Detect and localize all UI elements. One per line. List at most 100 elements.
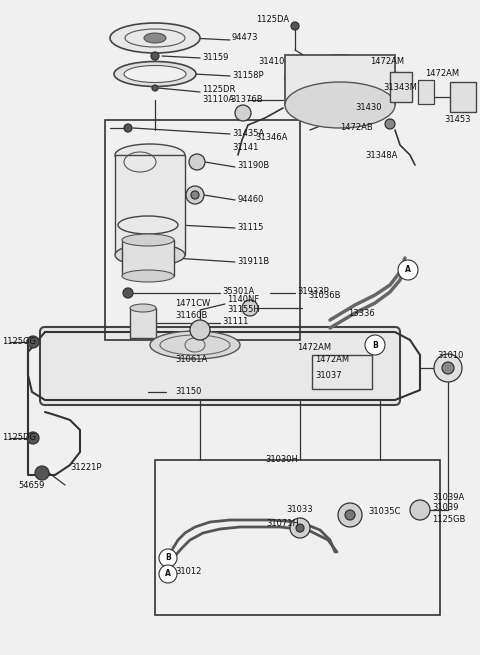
Ellipse shape — [115, 244, 185, 266]
Ellipse shape — [110, 23, 200, 53]
Circle shape — [365, 335, 385, 355]
Text: 31010: 31010 — [437, 350, 463, 360]
Ellipse shape — [118, 216, 178, 234]
Circle shape — [191, 191, 199, 199]
Circle shape — [235, 105, 251, 121]
Text: 31141: 31141 — [232, 143, 258, 153]
Text: 94473: 94473 — [232, 33, 259, 43]
Text: 31430: 31430 — [355, 103, 382, 113]
Bar — [115, 155, 185, 255]
Text: 31033: 31033 — [286, 506, 312, 514]
Text: 31158P: 31158P — [232, 71, 264, 79]
Text: 31061A: 31061A — [175, 356, 207, 364]
Text: 31410: 31410 — [258, 58, 284, 67]
Text: 31111: 31111 — [222, 318, 248, 326]
Bar — [450, 82, 476, 112]
Text: 1471CW: 1471CW — [175, 299, 210, 309]
Bar — [122, 240, 174, 276]
Circle shape — [190, 320, 210, 340]
Bar — [418, 80, 434, 104]
Circle shape — [242, 300, 258, 316]
Circle shape — [123, 288, 133, 298]
Text: 31036B: 31036B — [308, 291, 340, 299]
Text: 31035C: 31035C — [368, 508, 400, 517]
Text: 1472AM: 1472AM — [315, 356, 349, 364]
Text: 1472AM: 1472AM — [297, 343, 331, 352]
Text: 31037: 31037 — [315, 371, 342, 379]
Text: 31159: 31159 — [202, 52, 228, 62]
Ellipse shape — [122, 234, 174, 246]
Text: A: A — [165, 569, 171, 578]
Text: B: B — [165, 553, 171, 563]
Text: 13336: 13336 — [348, 309, 375, 318]
Circle shape — [442, 362, 454, 374]
Text: 31039: 31039 — [432, 504, 458, 512]
Text: 54659: 54659 — [18, 481, 44, 491]
Text: 31030H: 31030H — [265, 455, 298, 464]
Ellipse shape — [114, 62, 196, 86]
Circle shape — [152, 85, 158, 91]
Text: 31933P: 31933P — [297, 288, 329, 297]
Text: 31039A: 31039A — [432, 493, 464, 502]
Text: 31071H: 31071H — [266, 519, 299, 527]
Ellipse shape — [122, 270, 174, 282]
Circle shape — [159, 565, 177, 583]
Circle shape — [27, 432, 39, 444]
Circle shape — [159, 549, 177, 567]
Text: 1472AM: 1472AM — [370, 58, 404, 67]
Text: A: A — [405, 265, 411, 274]
Text: 31453: 31453 — [444, 115, 470, 124]
Circle shape — [291, 22, 299, 30]
Circle shape — [338, 503, 362, 527]
Text: 31115: 31115 — [237, 223, 264, 231]
Text: 1125DG: 1125DG — [2, 434, 36, 443]
Circle shape — [151, 52, 159, 60]
Bar — [285, 55, 395, 105]
Text: 35301A: 35301A — [222, 288, 254, 297]
Circle shape — [385, 119, 395, 129]
Text: 1140NF: 1140NF — [227, 295, 259, 305]
Ellipse shape — [124, 66, 186, 83]
Text: 31160B: 31160B — [175, 310, 207, 320]
Circle shape — [189, 154, 205, 170]
Circle shape — [345, 510, 355, 520]
Text: 31911B: 31911B — [237, 257, 269, 265]
Text: 1472AM: 1472AM — [425, 69, 459, 79]
Circle shape — [35, 466, 49, 480]
Text: 1125GG: 1125GG — [2, 337, 36, 346]
Text: 31012: 31012 — [175, 567, 202, 576]
Ellipse shape — [150, 331, 240, 359]
Circle shape — [124, 124, 132, 132]
Text: 31190B: 31190B — [237, 162, 269, 170]
Text: 31348A: 31348A — [365, 151, 397, 160]
Text: 31343M: 31343M — [383, 83, 417, 92]
Ellipse shape — [285, 82, 395, 128]
Circle shape — [296, 524, 304, 532]
Ellipse shape — [115, 144, 185, 166]
Text: 31346A: 31346A — [255, 134, 288, 143]
Text: 31155H: 31155H — [227, 305, 260, 314]
Ellipse shape — [285, 55, 395, 101]
Bar — [105, 120, 300, 340]
Circle shape — [290, 518, 310, 538]
Text: B: B — [372, 341, 378, 350]
Circle shape — [27, 336, 39, 348]
Ellipse shape — [144, 33, 166, 43]
Bar — [130, 308, 156, 338]
Bar — [312, 355, 372, 389]
Text: 31376B: 31376B — [230, 96, 263, 105]
Text: 1125DR: 1125DR — [202, 86, 235, 94]
Text: 31110A: 31110A — [202, 96, 234, 105]
FancyBboxPatch shape — [40, 327, 400, 405]
Text: 31435A: 31435A — [232, 128, 264, 138]
Circle shape — [434, 354, 462, 382]
Bar — [390, 72, 412, 102]
Text: 1125DA: 1125DA — [256, 16, 289, 24]
Text: 31150: 31150 — [175, 388, 202, 396]
Bar — [155, 460, 440, 615]
Text: 94460: 94460 — [237, 195, 264, 204]
Circle shape — [186, 186, 204, 204]
Circle shape — [398, 260, 418, 280]
Circle shape — [410, 500, 430, 520]
Text: 1125GB: 1125GB — [432, 515, 466, 525]
